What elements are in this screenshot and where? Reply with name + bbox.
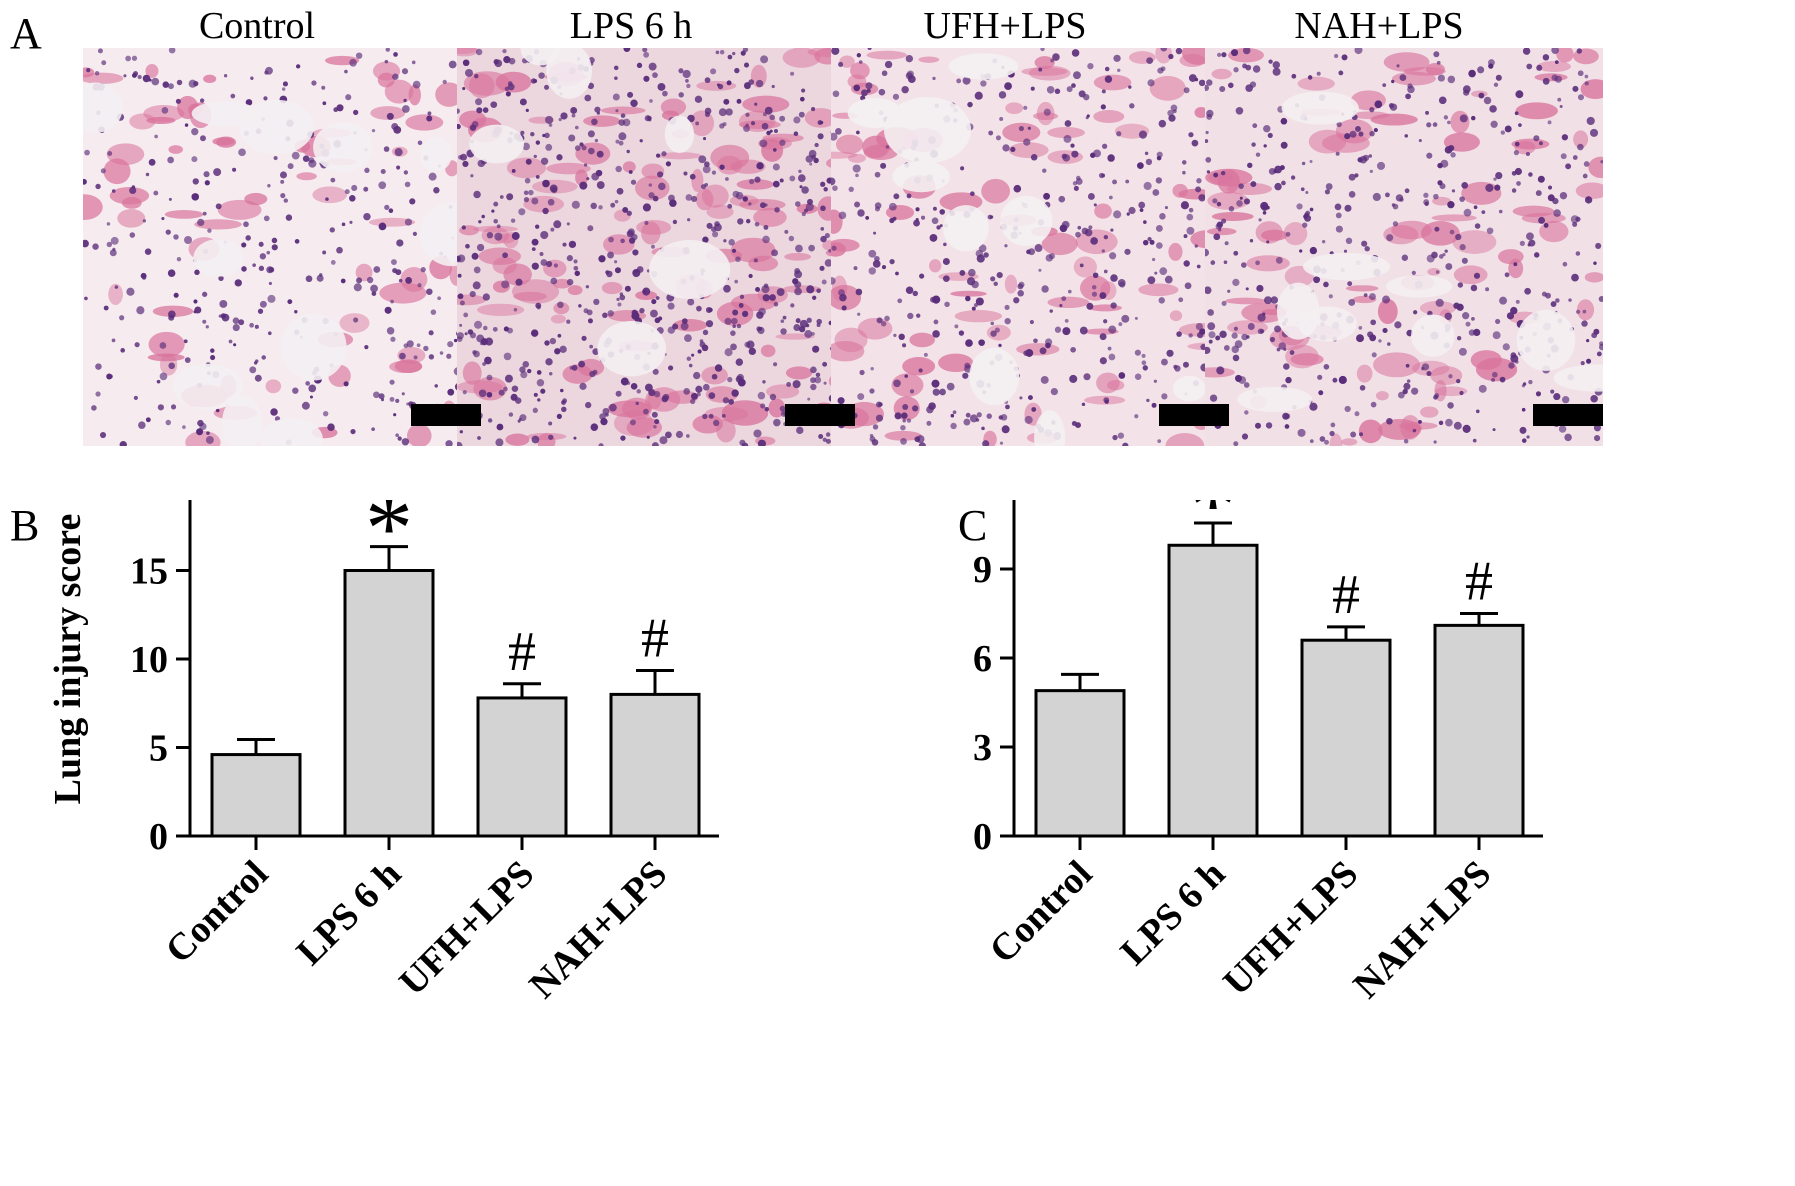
micrograph-control bbox=[83, 48, 481, 446]
significance-marker: # bbox=[1465, 551, 1493, 613]
bar bbox=[1167, 543, 1259, 838]
x-tick-label: Control bbox=[982, 853, 1101, 972]
x-tick-label: Control bbox=[158, 853, 277, 972]
x-tick-label: UFH+LPS bbox=[391, 853, 542, 1004]
scale-bar bbox=[1533, 404, 1603, 426]
bar bbox=[1300, 638, 1392, 838]
significance-marker: * bbox=[365, 500, 413, 582]
micrograph-texture bbox=[457, 48, 855, 446]
y-tick-label: 15 bbox=[130, 551, 168, 593]
scale-bar bbox=[785, 404, 855, 426]
y-tick-label: 3 bbox=[973, 727, 992, 769]
bar bbox=[609, 692, 701, 838]
micrograph-title-nah: NAH+LPS bbox=[1294, 5, 1464, 47]
bar bbox=[476, 696, 568, 838]
bar bbox=[210, 753, 302, 838]
y-axis-label: Lung injury score bbox=[47, 514, 89, 805]
micrograph-texture bbox=[831, 48, 1229, 446]
micrograph-title-control: Control bbox=[198, 5, 316, 47]
micrograph-texture bbox=[1205, 48, 1603, 446]
wd-ratio-chart: 036912W/D ratio of lungControlLPS 6 h*UF… bbox=[954, 500, 1543, 1007]
y-tick-label: 12 bbox=[954, 500, 992, 502]
significance-marker: # bbox=[508, 621, 536, 683]
micrograph-nah bbox=[1205, 48, 1603, 446]
y-tick-label: 10 bbox=[130, 639, 168, 681]
x-tick-label: LPS 6 h bbox=[1113, 853, 1234, 974]
significance-marker: # bbox=[1332, 564, 1360, 626]
significance-marker: # bbox=[641, 608, 669, 670]
y-tick-label: 6 bbox=[973, 638, 992, 680]
x-tick-label: UFH+LPS bbox=[1215, 853, 1366, 1004]
y-tick-label: 5 bbox=[149, 728, 168, 770]
scale-bar bbox=[411, 404, 481, 426]
micrograph-lps bbox=[457, 48, 855, 446]
x-tick-label: NAH+LPS bbox=[521, 853, 675, 1007]
bar bbox=[1034, 689, 1126, 838]
x-tick-label: NAH+LPS bbox=[1345, 853, 1499, 1007]
micrograph-title-lps: LPS 6 h bbox=[569, 5, 693, 47]
significance-marker: * bbox=[1189, 500, 1237, 558]
micrograph-title-ufh: UFH+LPS bbox=[923, 5, 1087, 47]
y-tick-label: 20 bbox=[130, 500, 168, 504]
panel-b-letter: B bbox=[10, 501, 40, 550]
panel-c-letter: C bbox=[958, 501, 988, 550]
x-tick-label: LPS 6 h bbox=[289, 853, 410, 974]
panel-a-letter: A bbox=[10, 9, 42, 58]
micrograph-texture bbox=[83, 48, 481, 446]
micrograph-ufh bbox=[831, 48, 1229, 446]
scale-bar bbox=[1159, 404, 1229, 426]
bar bbox=[343, 569, 435, 838]
y-tick-label: 9 bbox=[973, 549, 992, 591]
y-tick-label: 0 bbox=[973, 816, 992, 858]
bar bbox=[1433, 623, 1525, 838]
y-tick-label: 0 bbox=[149, 816, 168, 858]
